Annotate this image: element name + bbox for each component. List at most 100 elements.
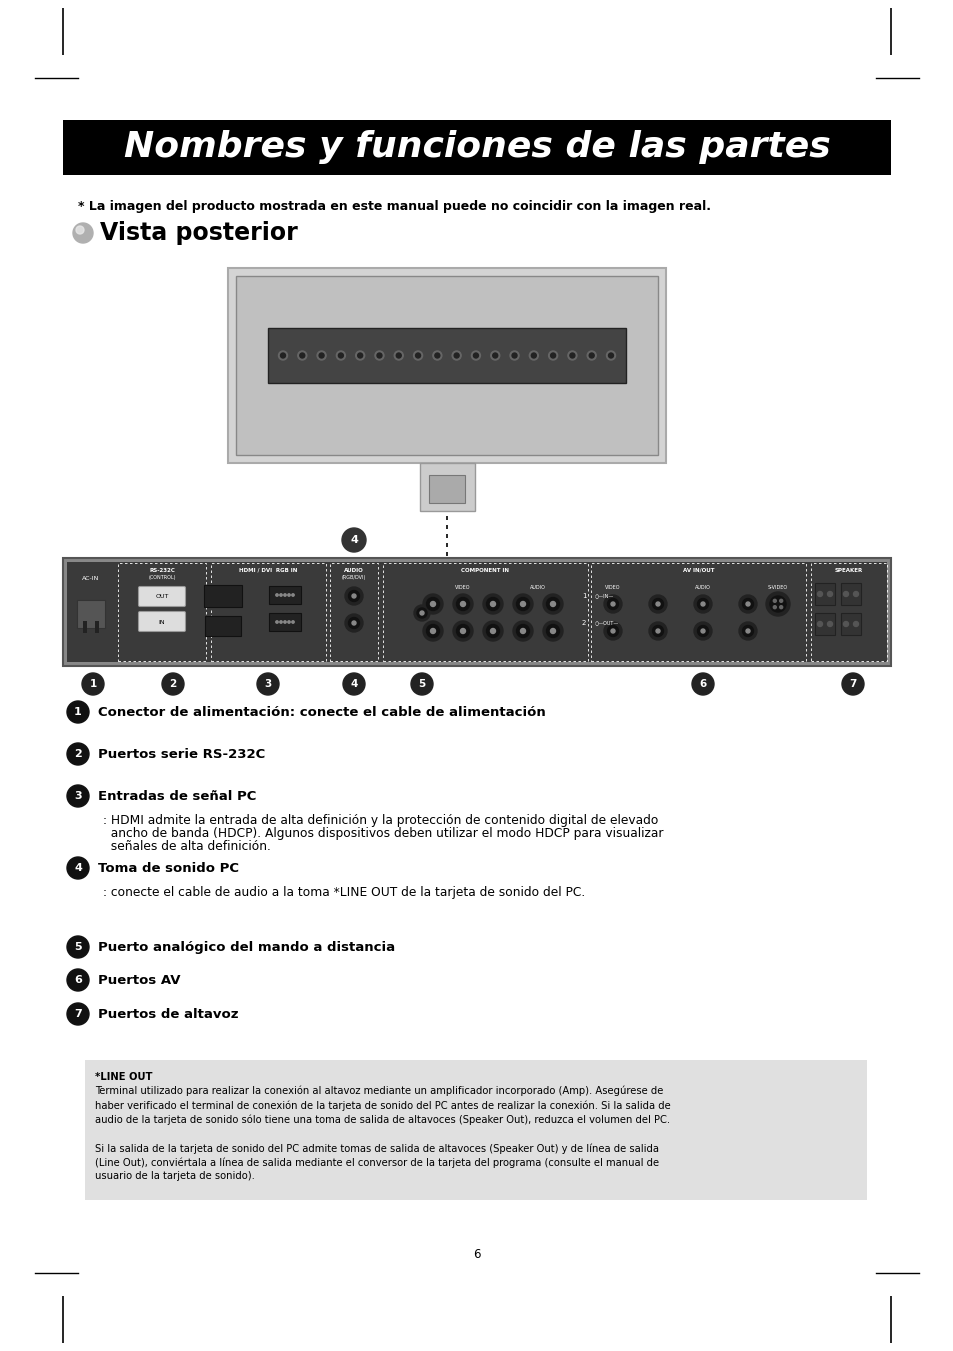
Circle shape bbox=[414, 605, 430, 621]
Text: RS-232C: RS-232C bbox=[149, 567, 174, 573]
Circle shape bbox=[348, 590, 359, 601]
Circle shape bbox=[473, 353, 478, 358]
Text: Puerto analógico del mando a distancia: Puerto analógico del mando a distancia bbox=[98, 940, 395, 954]
Circle shape bbox=[73, 223, 92, 243]
Circle shape bbox=[516, 597, 529, 611]
Circle shape bbox=[67, 857, 89, 880]
Text: Puertos de altavoz: Puertos de altavoz bbox=[98, 1008, 238, 1020]
Bar bbox=[77, 600, 105, 628]
Text: 5: 5 bbox=[418, 680, 425, 689]
Circle shape bbox=[419, 611, 423, 615]
Circle shape bbox=[610, 603, 615, 607]
Circle shape bbox=[490, 628, 495, 634]
Circle shape bbox=[67, 701, 89, 723]
Circle shape bbox=[513, 621, 533, 640]
Text: Nombres y funciones de las partes: Nombres y funciones de las partes bbox=[124, 131, 829, 165]
Circle shape bbox=[430, 628, 435, 634]
Circle shape bbox=[67, 743, 89, 765]
Circle shape bbox=[739, 621, 757, 640]
Circle shape bbox=[430, 601, 435, 607]
Text: Terminal utilizado para realizar la conexión al altavoz mediante un amplificador: Terminal utilizado para realizar la cone… bbox=[95, 1086, 670, 1125]
Text: Puertos AV: Puertos AV bbox=[98, 974, 180, 986]
Circle shape bbox=[292, 594, 294, 596]
Text: AUDIO: AUDIO bbox=[344, 567, 363, 573]
Text: 7: 7 bbox=[848, 680, 856, 689]
Bar bbox=[67, 562, 886, 662]
Circle shape bbox=[826, 592, 832, 597]
Bar bbox=[269, 613, 301, 631]
Bar bbox=[810, 563, 886, 661]
Bar bbox=[429, 476, 464, 503]
Text: 7: 7 bbox=[74, 1009, 82, 1019]
Circle shape bbox=[394, 351, 403, 359]
Circle shape bbox=[395, 353, 401, 358]
Circle shape bbox=[531, 353, 536, 358]
Circle shape bbox=[700, 603, 704, 607]
Circle shape bbox=[336, 351, 345, 359]
Bar bbox=[63, 558, 890, 666]
Circle shape bbox=[700, 630, 704, 634]
Circle shape bbox=[603, 594, 621, 613]
Text: 2: 2 bbox=[74, 748, 82, 759]
Circle shape bbox=[288, 594, 290, 596]
Circle shape bbox=[288, 621, 290, 623]
Circle shape bbox=[648, 621, 666, 640]
Circle shape bbox=[279, 594, 282, 596]
Circle shape bbox=[278, 351, 287, 359]
Circle shape bbox=[693, 621, 711, 640]
Circle shape bbox=[542, 621, 562, 640]
Circle shape bbox=[490, 351, 499, 359]
Circle shape bbox=[275, 594, 278, 596]
Circle shape bbox=[82, 673, 104, 694]
Text: IN: IN bbox=[158, 620, 165, 624]
Circle shape bbox=[691, 673, 713, 694]
Circle shape bbox=[456, 597, 469, 611]
Text: VIDEO: VIDEO bbox=[604, 585, 620, 590]
Text: Conector de alimentación: conecte el cable de alimentación: Conector de alimentación: conecte el cab… bbox=[98, 705, 545, 719]
Text: S-VIDEO: S-VIDEO bbox=[767, 585, 787, 590]
Circle shape bbox=[292, 621, 294, 623]
Bar bbox=[590, 563, 805, 661]
Circle shape bbox=[550, 353, 555, 358]
Circle shape bbox=[76, 226, 84, 234]
Text: 4: 4 bbox=[350, 535, 357, 544]
Text: Si la salida de la tarjeta de sonido del PC admite tomas de salida de altavoces : Si la salida de la tarjeta de sonido del… bbox=[95, 1143, 659, 1181]
Circle shape bbox=[697, 598, 708, 609]
Text: : HDMI admite la entrada de alta definición y la protección de contenido digital: : HDMI admite la entrada de alta definic… bbox=[103, 815, 658, 827]
Circle shape bbox=[375, 351, 383, 359]
Bar bbox=[841, 584, 861, 605]
Circle shape bbox=[842, 592, 847, 597]
Text: VIDEO: VIDEO bbox=[455, 585, 470, 590]
Text: 5: 5 bbox=[74, 942, 82, 952]
Circle shape bbox=[318, 353, 324, 358]
Text: AUDIO: AUDIO bbox=[695, 585, 710, 590]
Text: 2: 2 bbox=[170, 680, 176, 689]
Circle shape bbox=[162, 673, 184, 694]
Circle shape bbox=[67, 785, 89, 807]
Circle shape bbox=[471, 351, 480, 359]
Bar bbox=[63, 120, 890, 176]
Circle shape bbox=[607, 598, 618, 609]
Circle shape bbox=[67, 936, 89, 958]
Circle shape bbox=[67, 969, 89, 992]
Circle shape bbox=[567, 351, 577, 359]
Circle shape bbox=[422, 594, 442, 613]
Text: Toma de sonido PC: Toma de sonido PC bbox=[98, 862, 239, 874]
Circle shape bbox=[348, 617, 359, 628]
Circle shape bbox=[280, 353, 285, 358]
Text: 3: 3 bbox=[74, 790, 82, 801]
Circle shape bbox=[67, 1002, 89, 1025]
Circle shape bbox=[607, 626, 618, 636]
Circle shape bbox=[490, 601, 495, 607]
Circle shape bbox=[546, 597, 558, 611]
Circle shape bbox=[283, 594, 286, 596]
FancyBboxPatch shape bbox=[138, 586, 185, 607]
Circle shape bbox=[456, 624, 469, 638]
Bar bbox=[841, 613, 861, 635]
Circle shape bbox=[256, 673, 278, 694]
Circle shape bbox=[841, 673, 863, 694]
Circle shape bbox=[652, 626, 662, 636]
Circle shape bbox=[741, 598, 753, 609]
Circle shape bbox=[275, 621, 278, 623]
Circle shape bbox=[745, 603, 749, 607]
